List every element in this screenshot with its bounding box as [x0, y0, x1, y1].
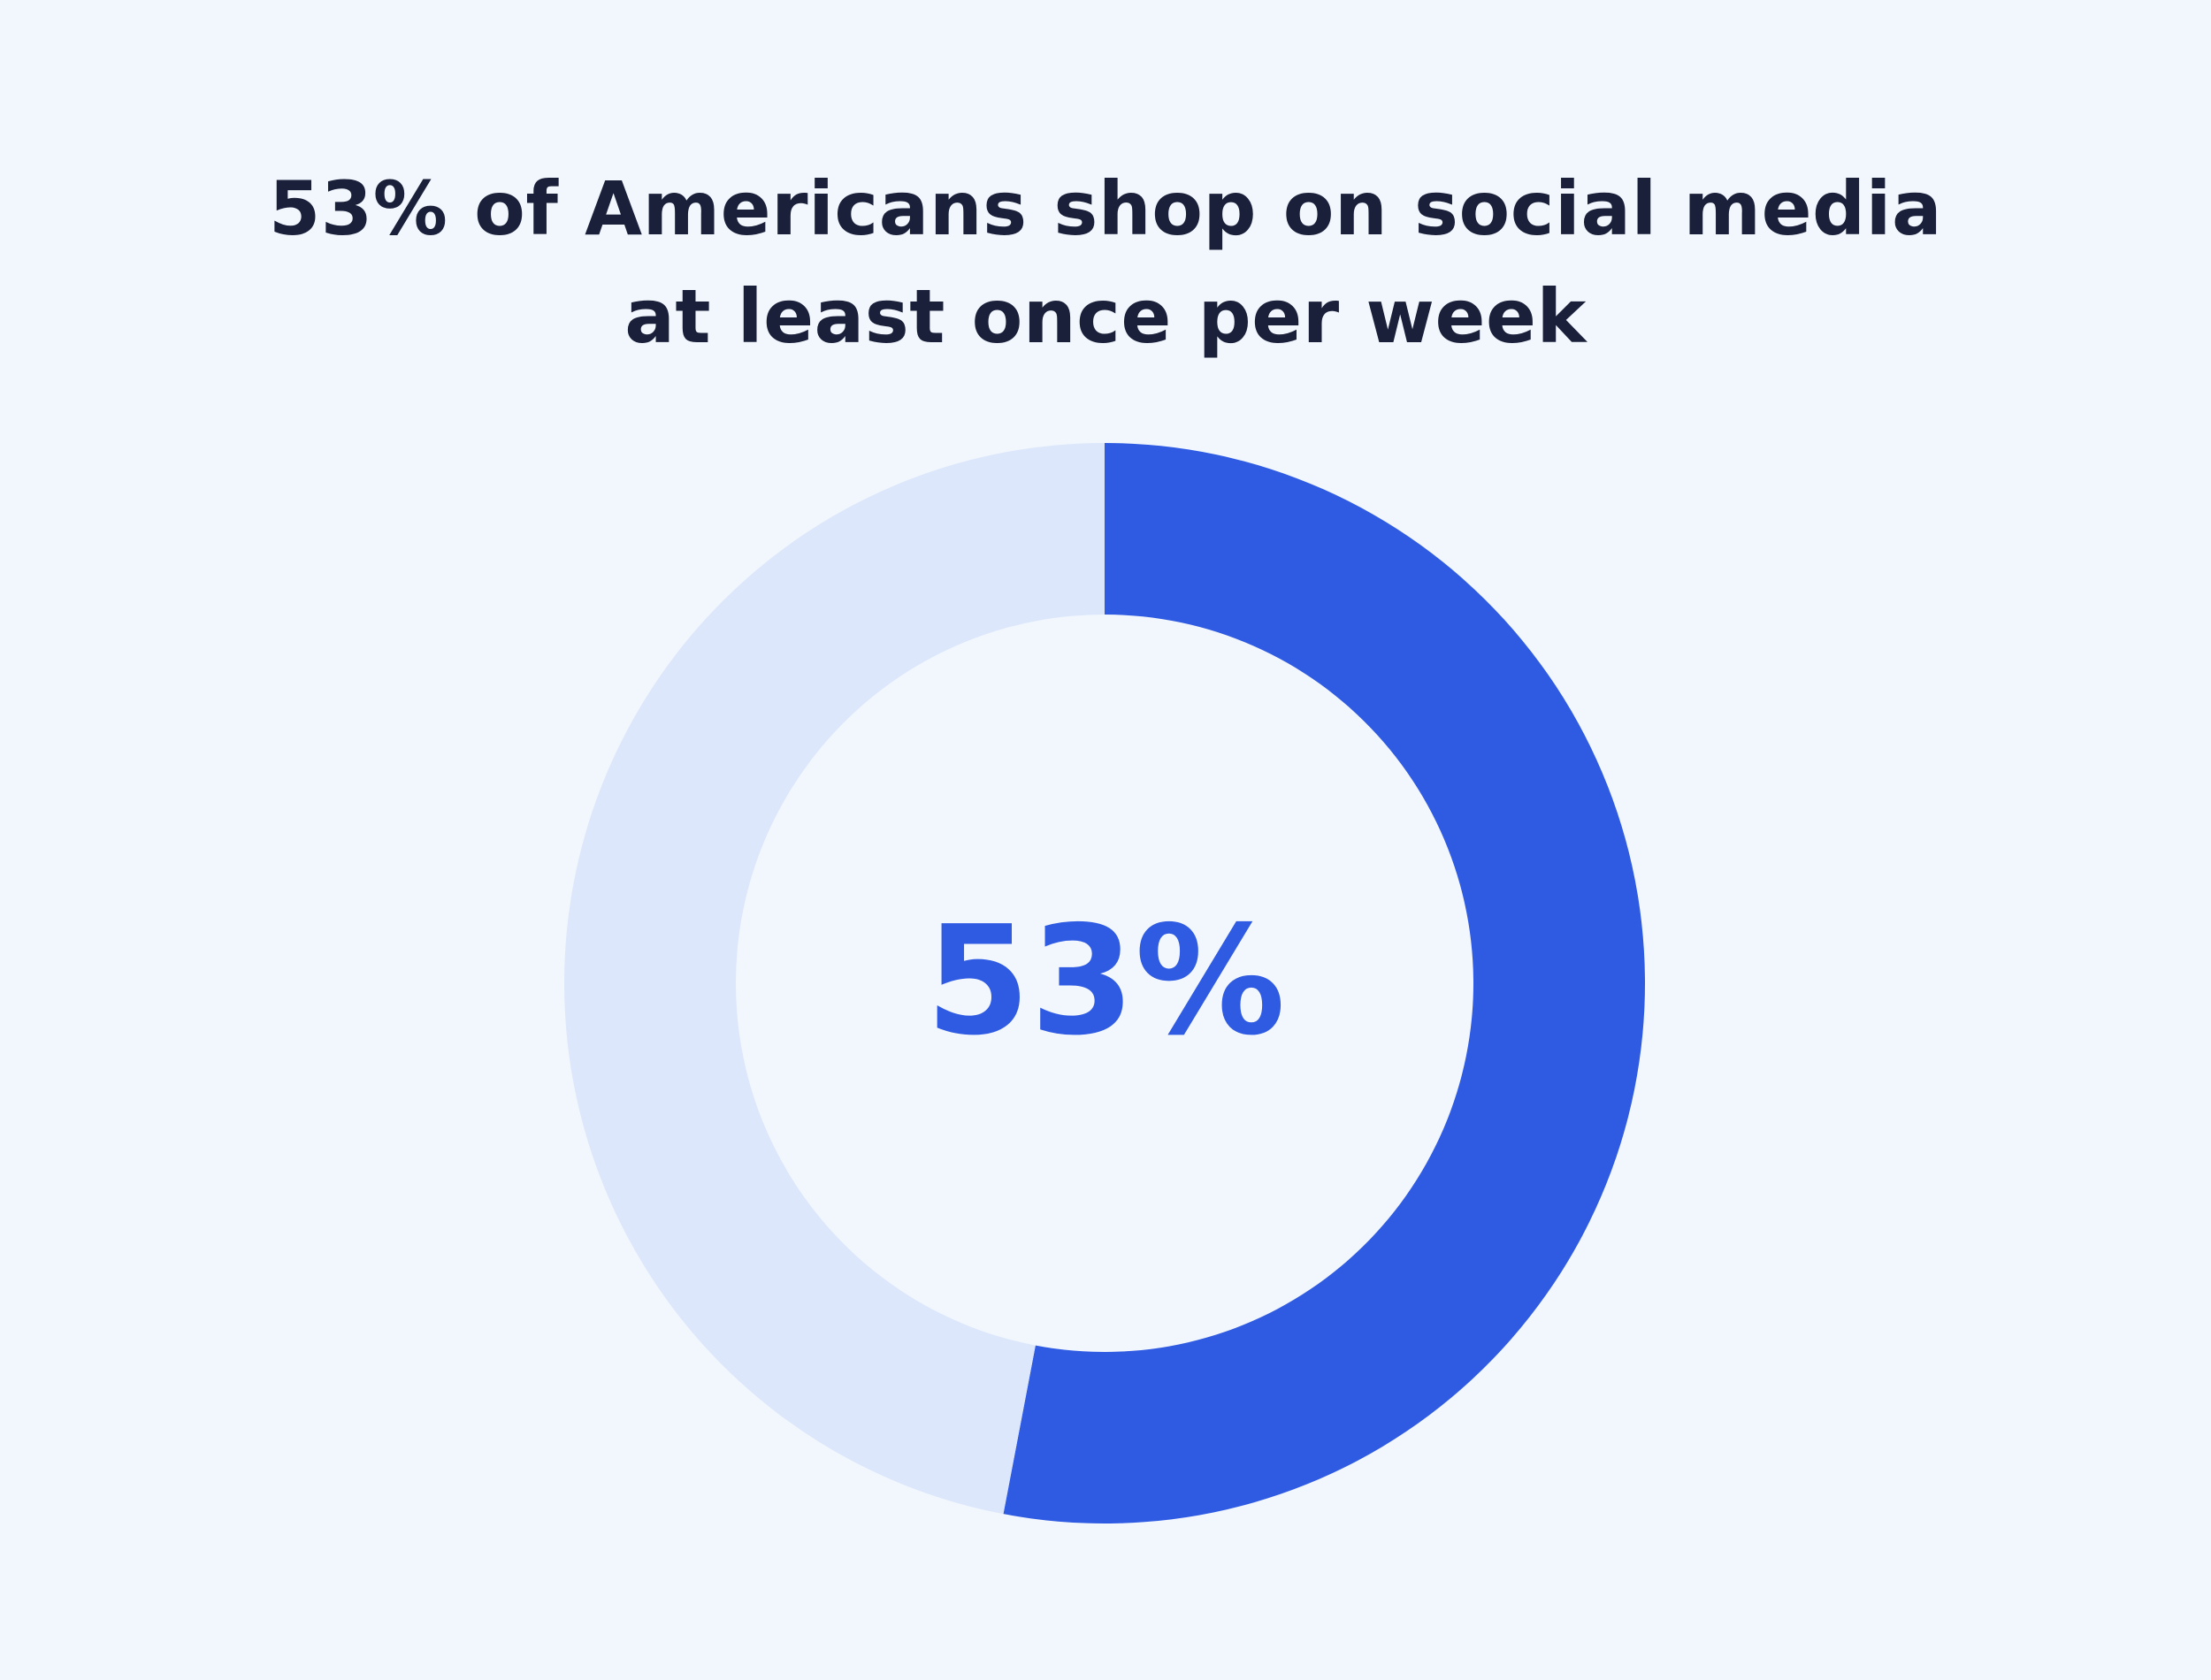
donut-slice-highlighted [1003, 443, 1646, 1524]
chart-title-line-2: at least once per week [624, 273, 1587, 360]
donut-slices [564, 443, 1646, 1524]
donut-slice-remainder [564, 443, 1105, 1515]
center-percentage-label: 53% [925, 894, 1286, 1069]
chart-title: 53% of Americans shop on social media at… [0, 155, 2211, 370]
chart-title-line-1: 53% of Americans shop on social media [268, 165, 1943, 252]
